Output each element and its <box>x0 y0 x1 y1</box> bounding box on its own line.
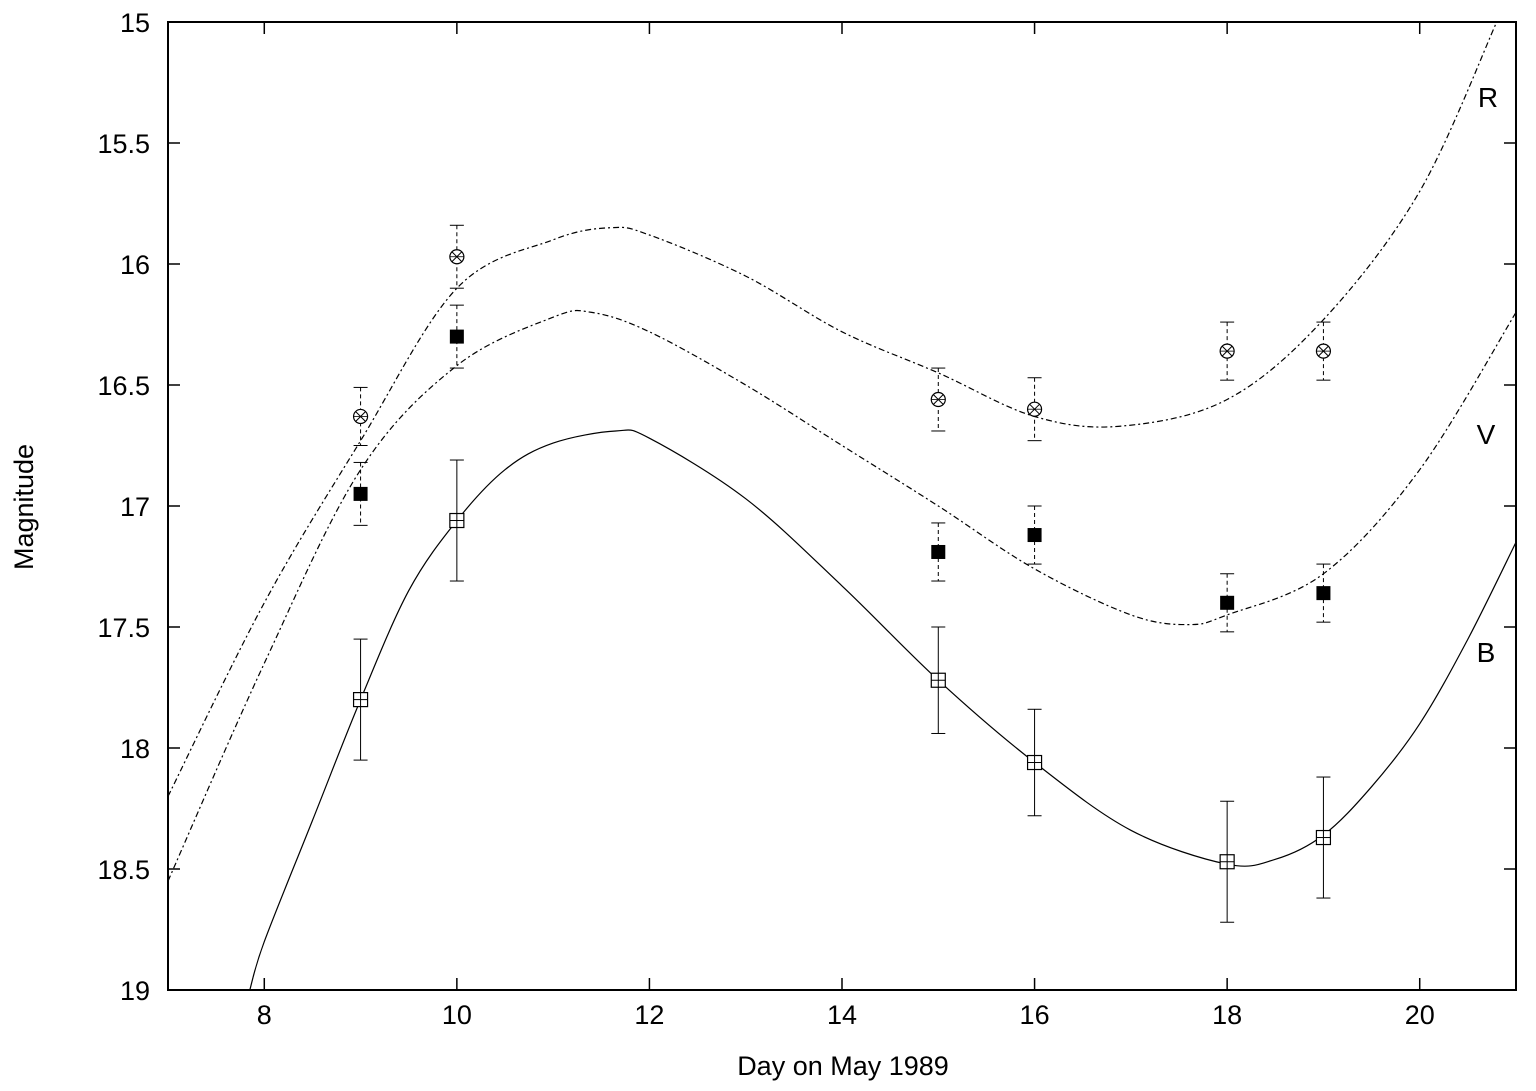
y-tick-label: 16.5 <box>97 371 150 401</box>
point-r <box>449 249 465 265</box>
point-r <box>1219 343 1235 359</box>
fit-curves <box>168 22 1516 990</box>
point-v <box>931 544 946 559</box>
point-b <box>449 512 465 529</box>
point-v <box>449 329 464 344</box>
point-b <box>1026 754 1043 771</box>
series-label-v: V <box>1477 419 1496 450</box>
fit-curve-v <box>168 309 1516 882</box>
point-r <box>352 408 369 425</box>
point-b <box>352 691 369 708</box>
y-tick-label: 18 <box>120 734 150 764</box>
x-tick-label: 16 <box>1020 1000 1050 1030</box>
y-tick-label: 19 <box>120 976 150 1006</box>
y-tick-label: 17 <box>120 492 150 522</box>
point-b <box>1315 829 1332 846</box>
point-r <box>1315 343 1332 359</box>
x-tick-label: 10 <box>442 1000 472 1030</box>
x-axis-ticks: 8 10 12 14 16 18 20 <box>257 22 1435 1030</box>
y-tick-label: 18.5 <box>97 855 150 885</box>
x-axis-label: Day on May 1989 <box>737 1051 949 1081</box>
y-axis-label: Magnitude <box>9 444 39 570</box>
point-r <box>1026 401 1043 417</box>
y-tick-label: 17.5 <box>97 613 150 643</box>
point-b <box>930 672 946 688</box>
y-tick-label: 16 <box>120 250 150 280</box>
series-label-b: B <box>1477 637 1496 668</box>
point-v <box>1220 595 1235 610</box>
x-tick-label: 8 <box>257 1000 272 1030</box>
point-v <box>1316 586 1331 601</box>
x-tick-label: 18 <box>1212 1000 1242 1030</box>
series-labels: R V B <box>1477 82 1498 668</box>
y-axis-ticks: 15 15.5 16 16.5 17 17.5 18 18.5 19 <box>97 8 1516 1006</box>
point-r <box>930 391 946 408</box>
point-v <box>1027 528 1042 543</box>
y-tick-label: 15 <box>120 8 150 38</box>
data-markers <box>352 249 1332 870</box>
fit-curve-b <box>249 429 1516 990</box>
series-label-r: R <box>1478 82 1498 113</box>
point-b <box>1219 854 1235 870</box>
x-tick-label: 20 <box>1405 1000 1435 1030</box>
y-tick-label: 15.5 <box>97 129 150 159</box>
x-tick-label: 12 <box>634 1000 664 1030</box>
point-v <box>353 486 368 501</box>
x-tick-label: 14 <box>827 1000 857 1030</box>
